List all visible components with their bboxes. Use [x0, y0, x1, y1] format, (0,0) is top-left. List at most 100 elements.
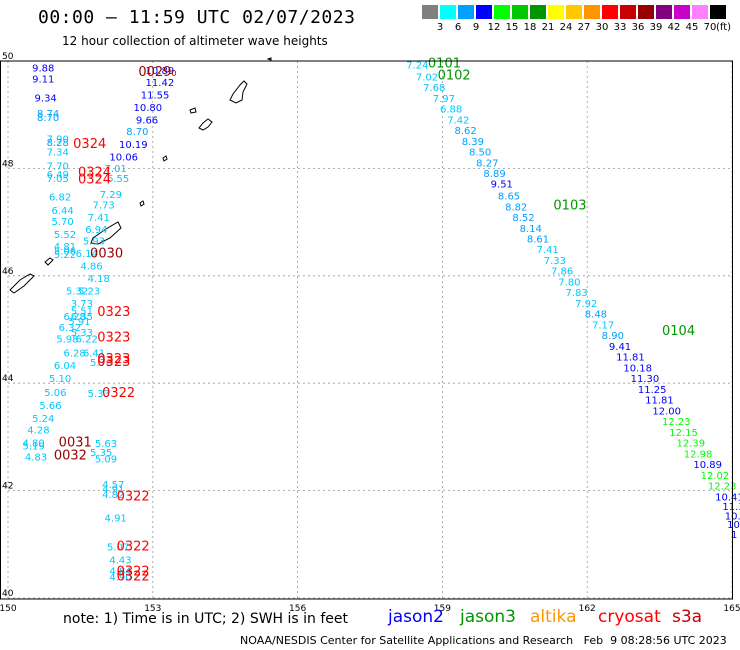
- wave-height-label: 5.63: [95, 439, 117, 450]
- wave-height-label: 12.23: [662, 417, 691, 428]
- wave-height-label: 5.06: [44, 388, 66, 399]
- wave-height-label: 7.01: [105, 164, 127, 175]
- colorbar-unit: (ft): [716, 22, 732, 33]
- wave-height-label: 5.19: [22, 441, 44, 452]
- wave-height-label: 7.73: [92, 201, 114, 212]
- wave-height-label: 5.98: [56, 334, 78, 345]
- wave-height-label: 7.86: [551, 267, 573, 278]
- wave-height-label: 1: [731, 530, 737, 541]
- pass-time-label: 0032: [54, 448, 87, 463]
- coastline-island: [229, 80, 248, 104]
- wave-height-label: 5.10: [49, 374, 71, 385]
- wave-height-label: 7.97: [433, 94, 455, 105]
- pass-time-label: 0324: [73, 137, 106, 152]
- wave-height-label: 4.91: [102, 485, 124, 496]
- wave-height-label: 5.93: [83, 237, 105, 248]
- wave-height-label: 8.70: [37, 113, 59, 124]
- colorbar-swatch: [566, 5, 582, 19]
- wave-height-label: 6.22: [76, 334, 98, 345]
- wave-height-label: 10.89: [146, 66, 175, 77]
- units-note: note: 1) Time is in UTC; 2) SWH is in fe…: [63, 611, 349, 627]
- colorbar-swatch: [458, 5, 474, 19]
- x-tick-label: 153: [144, 604, 161, 614]
- colorbar-label: 6: [454, 22, 462, 33]
- wave-height-label: 7.80: [558, 277, 580, 288]
- wave-height-label: 8.74: [37, 109, 59, 120]
- wave-height-label: 8.28: [47, 138, 69, 149]
- wave-height-label: 8.70: [126, 127, 148, 138]
- wave-height-label: 7.17: [592, 320, 614, 331]
- colorbar-label: 36: [631, 22, 645, 33]
- colorbar-swatch: [656, 5, 672, 19]
- wave-height-label: 5.32: [66, 287, 88, 298]
- pass-time-label: 0102: [438, 68, 471, 83]
- colorbar-swatch: [710, 5, 726, 19]
- legend-item-jason3: jason3: [460, 607, 516, 627]
- pass-time-label: 0322: [117, 489, 150, 504]
- wave-height-label: 4.82: [102, 490, 124, 501]
- pass-time-label: 0104: [662, 324, 695, 339]
- altimeter-tracks: 9.889.119.348.748.707.908.287.347.706.49…: [22, 61, 740, 584]
- pass-time-label: 0101: [428, 56, 461, 71]
- wave-height-label: 4.81: [54, 242, 76, 253]
- x-tick-label: 162: [579, 604, 596, 614]
- pass-time-label: 00290: [138, 65, 176, 80]
- wave-height-label: 7.42: [447, 115, 469, 126]
- wave-height-label: 12.98: [684, 449, 713, 460]
- wave-height-label: 5.51: [71, 306, 93, 317]
- wave-height-label: 8.82: [505, 202, 527, 213]
- wave-height-label: 8.48: [585, 310, 607, 321]
- y-tick-label: 42: [2, 482, 13, 492]
- wave-height-label: 5.22: [54, 250, 76, 261]
- wave-height-label: 7.34: [47, 148, 69, 159]
- wave-height-label: 6.55: [107, 174, 129, 185]
- colorbar-label: 18: [523, 22, 537, 33]
- wave-height-label: 6.82: [49, 193, 71, 204]
- coastline-island: [162, 155, 168, 162]
- wave-height-label: 4.80: [22, 439, 44, 450]
- colorbar-label: 3: [436, 22, 444, 33]
- colorbar-swatch: [422, 5, 438, 19]
- colorbar-swatch: [476, 5, 492, 19]
- coastline-island: [90, 221, 122, 245]
- pass-time-label: 0103: [553, 199, 586, 214]
- pass-time-labels: 0029003240324032400300323032303230323032…: [54, 56, 695, 584]
- legend-item-jason2: jason2: [388, 607, 444, 627]
- wave-height-label: 12.15: [669, 428, 698, 439]
- coastline-island: [198, 118, 213, 131]
- wave-height-label: 9.51: [491, 180, 513, 191]
- wave-height-label: 7.83: [565, 288, 587, 299]
- wave-height-label: 7.05: [47, 174, 69, 185]
- wave-height-label: 9.41: [609, 342, 631, 353]
- colorbar-label: 24: [559, 22, 573, 33]
- coastline-island: [9, 273, 35, 294]
- colorbar-label: 15: [505, 22, 519, 33]
- wave-height-label: 12.39: [676, 439, 705, 450]
- wave-height-label: 9.66: [136, 115, 158, 126]
- wave-height-label: 8.62: [454, 126, 476, 137]
- plot-subtitle: 12 hour collection of altimeter wave hei…: [62, 34, 328, 48]
- wave-height-label: 11.25: [638, 385, 667, 396]
- wave-height-label: 5.91: [68, 317, 90, 328]
- wave-height-label: 10.19: [119, 140, 148, 151]
- colorbar-label: 30: [595, 22, 609, 33]
- wave-height-label: 11.42: [146, 78, 175, 89]
- wave-height-label: 7.70: [47, 161, 69, 172]
- colorbar-swatch: [530, 5, 546, 19]
- y-tick-label: 44: [2, 374, 14, 384]
- wave-height-label: 4.86: [80, 261, 102, 272]
- colorbar-label: 21: [541, 22, 555, 33]
- colorbar-label: 45: [685, 22, 699, 33]
- wave-height-label: 11.81: [616, 353, 645, 364]
- wave-height-label: 6.49: [47, 170, 69, 181]
- wave-height-label: 10.89: [693, 460, 722, 471]
- wave-height-label: 4.91: [105, 514, 127, 525]
- pass-time-label: 0324: [78, 172, 111, 187]
- wave-height-label: 3.73: [71, 299, 93, 310]
- coastline-island: [189, 107, 197, 114]
- y-tick-label: 40: [2, 589, 14, 599]
- wave-height-label: 11.33: [722, 502, 740, 513]
- wave-height-label: 5.33: [71, 328, 93, 339]
- wave-height-label: 11.30: [631, 374, 660, 385]
- wave-height-label: 5.33: [88, 389, 110, 400]
